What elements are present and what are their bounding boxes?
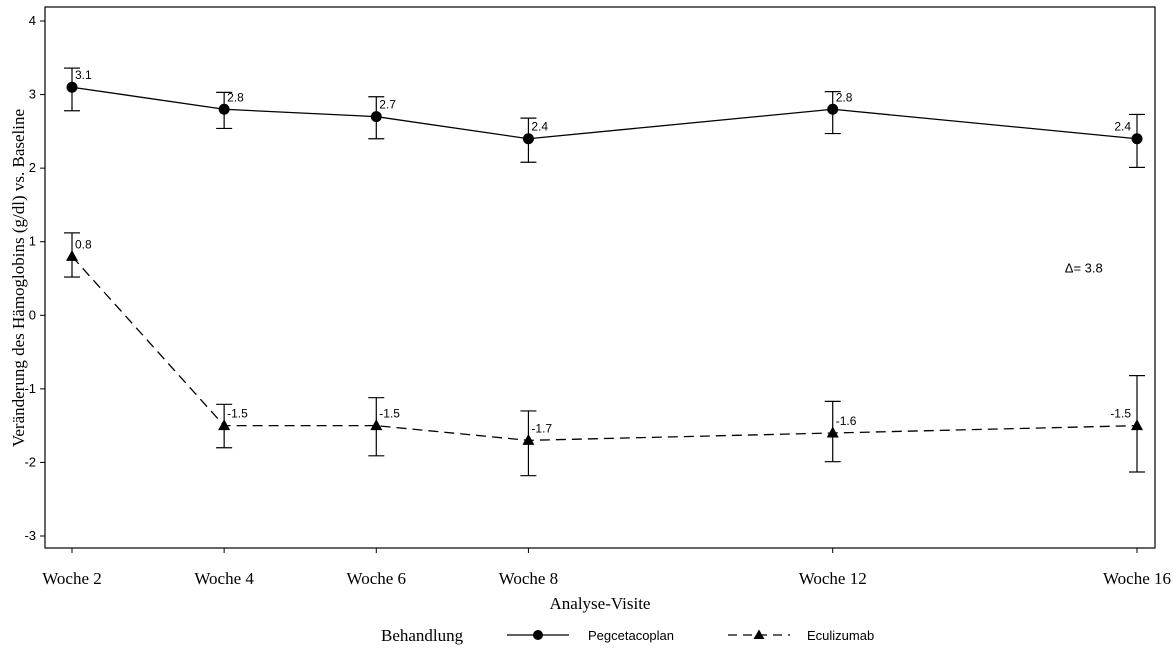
legend-label-pegcetacoplan: Pegcetacoplan (588, 628, 674, 643)
series-line-eculizumab (71, 255, 1138, 442)
marker-eculizumab (1131, 419, 1143, 431)
data-label-pegcetacoplan: 2.4 (531, 120, 548, 134)
legend-title: Behandlung (381, 626, 464, 645)
data-label-pegcetacoplan: 3.1 (75, 68, 92, 82)
marker-eculizumab (370, 419, 383, 431)
data-labels: 3.1 2.8 2.7 2.4 2.8 2.4 0.8 -1.5 -1.5 -1.7 -1.6 -1.… (75, 68, 1131, 435)
y-tick-label: 3 (29, 87, 36, 102)
data-label-pegcetacoplan: 2.4 (1114, 120, 1131, 134)
data-label-eculizumab: -1.5 (379, 407, 400, 421)
markers (66, 81, 1143, 445)
x-axis: Woche 2 Woche 4 Woche 6 Woche 8 Woche 12 Woch… (42, 548, 1171, 588)
data-label-eculizumab: -1.6 (836, 414, 857, 428)
error-bars (64, 67, 1145, 477)
data-label-eculizumab: -1.7 (531, 421, 552, 435)
marker-eculizumab (826, 426, 839, 438)
delta-annotation: Δ= 3.8 (1065, 261, 1103, 276)
legend-label-eculizumab: Eculizumab (807, 628, 874, 643)
y-tick-label: 1 (29, 234, 36, 249)
x-tick-label: Woche 8 (499, 569, 559, 588)
marker-eculizumab (522, 433, 535, 445)
x-tick-label: Woche 4 (194, 569, 254, 588)
y-tick-label: -3 (24, 528, 36, 543)
y-axis: -3 -2 -1 0 1 2 3 4 (24, 13, 45, 543)
annotations: Δ= 3.8 (1065, 261, 1103, 276)
plot-frame (44, 6, 1156, 549)
data-label-pegcetacoplan: 2.8 (227, 90, 244, 104)
legend: Behandlung Pegcetacoplan Eculizumab (381, 626, 874, 645)
data-label-eculizumab: -1.5 (1110, 407, 1131, 421)
data-label-pegcetacoplan: 2.8 (836, 90, 853, 104)
y-tick-label: -1 (24, 381, 36, 396)
marker-pegcetacoplan (370, 111, 382, 123)
data-label-eculizumab: 0.8 (75, 237, 92, 251)
x-tick-label: Woche 12 (799, 569, 867, 588)
y-tick-label: 2 (29, 160, 36, 175)
legend-marker-eculizumab (753, 629, 765, 639)
marker-eculizumab (66, 249, 78, 261)
marker-pegcetacoplan (522, 133, 534, 145)
marker-pegcetacoplan (827, 103, 839, 115)
x-axis-title: Analyse-Visite (550, 594, 651, 613)
y-axis-title: Veränderung des Hämoglobins (g/dl) vs. B… (9, 109, 28, 447)
data-label-eculizumab: -1.5 (227, 407, 248, 421)
x-tick-label: Woche 6 (347, 569, 407, 588)
x-tick-label: Woche 16 (1103, 569, 1171, 588)
data-label-pegcetacoplan: 2.7 (379, 98, 396, 112)
legend-marker-pegcetacoplan (533, 630, 543, 640)
y-tick-label: 4 (29, 13, 36, 28)
marker-pegcetacoplan (66, 81, 78, 93)
y-tick-label: 0 (29, 307, 36, 322)
series-lines (71, 86, 1138, 442)
series-line-pegcetacoplan (71, 86, 1138, 140)
y-tick-label: -2 (24, 454, 36, 469)
marker-pegcetacoplan (1131, 133, 1143, 145)
marker-pegcetacoplan (218, 103, 230, 115)
x-tick-label: Woche 2 (42, 569, 102, 588)
marker-eculizumab (218, 419, 231, 431)
